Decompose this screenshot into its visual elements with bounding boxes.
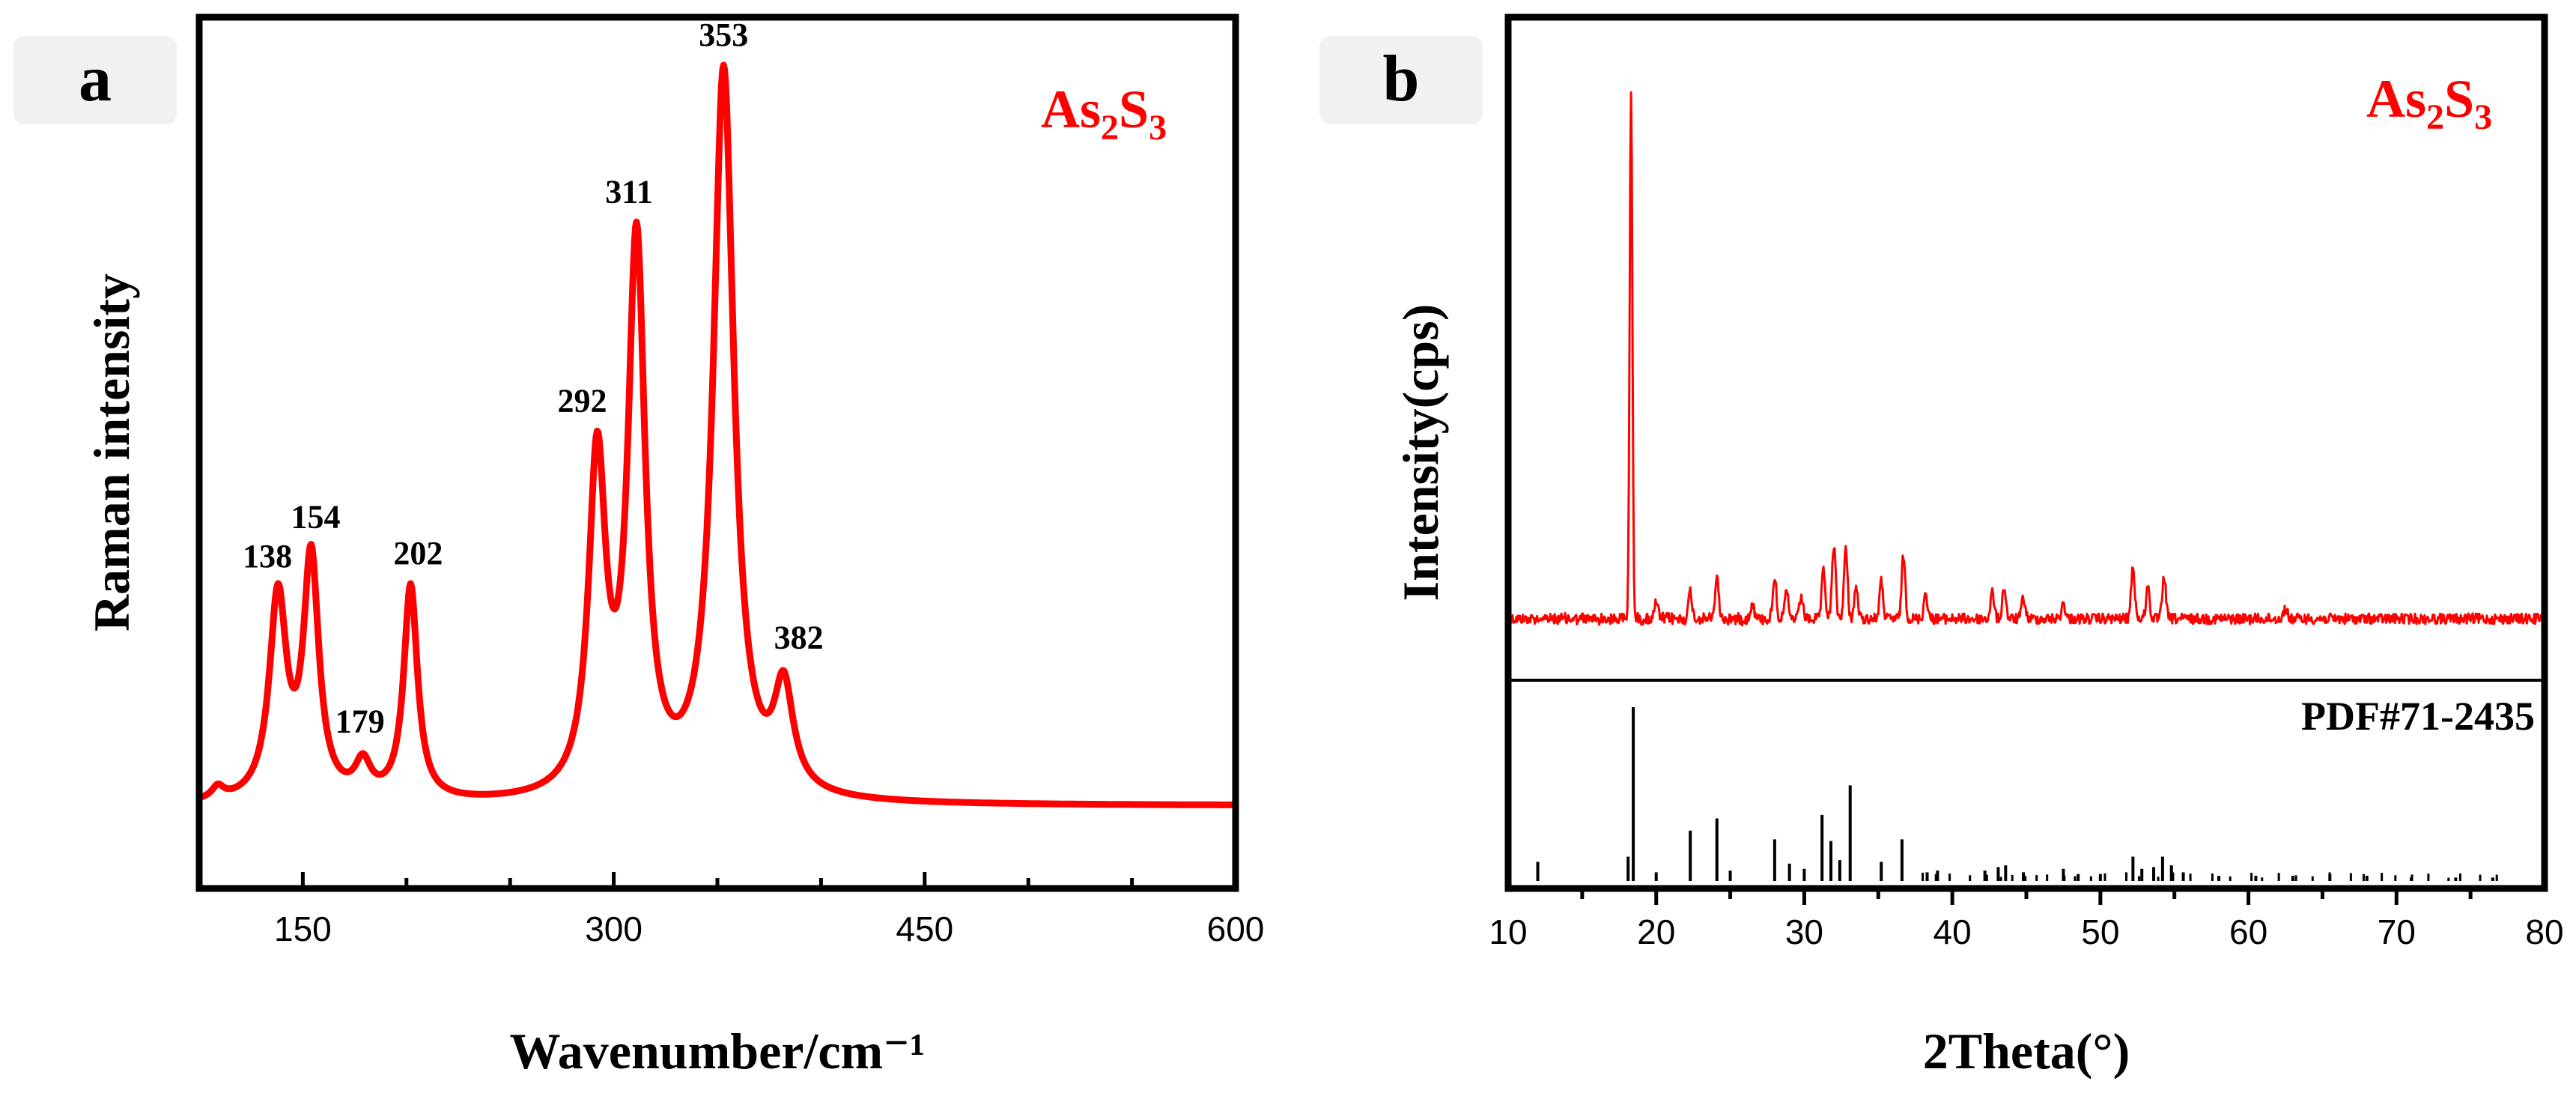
- panel-b-letter: b: [1383, 43, 1420, 115]
- x-tick-label-150: 150: [274, 909, 332, 948]
- x-tick-label-40: 40: [1933, 912, 1972, 951]
- peak-label-292: 292: [557, 382, 607, 419]
- peak-label-311: 311: [605, 173, 653, 210]
- panel-b-compound-label: As2S3: [2366, 69, 2492, 137]
- peak-label-202: 202: [393, 535, 443, 572]
- reference-pattern-label: PDF#71-2435: [2301, 694, 2535, 739]
- peak-label-179: 179: [335, 703, 385, 740]
- x-tick-label-300: 300: [585, 909, 643, 948]
- x-tick-label-450: 450: [896, 909, 953, 948]
- peak-label-154: 154: [291, 499, 340, 536]
- x-tick-label-30: 30: [1785, 912, 1823, 951]
- panel-a-x-axis-label: Wavenumber/cm⁻¹: [510, 1023, 926, 1080]
- panel-a-y-axis-label: Raman intensity: [83, 273, 140, 632]
- panel-b-plot-area: 10 20 30 40 50 60 70 80: [1489, 91, 2564, 951]
- xrd-pattern-line: [1507, 91, 2546, 627]
- peak-label-138: 138: [243, 538, 292, 575]
- panel-a-compound-label: As2S3: [1041, 79, 1167, 148]
- peak-label-382: 382: [774, 619, 824, 656]
- panel-a-tag: [13, 36, 177, 124]
- panel-b: b 10 20 30 40 50 60 70 80 As2S3 PDF#71-2435 2Th…: [1319, 13, 2564, 1080]
- panel-a-letter: a: [79, 43, 112, 115]
- panel-b-tag: [1319, 36, 1483, 124]
- peak-label-353: 353: [699, 16, 748, 53]
- panel-b-x-axis-label: 2Theta(°): [1923, 1023, 2130, 1080]
- panel-b-y-axis-label: Intensity(cps): [1392, 304, 1449, 602]
- panel-b-frame: [1504, 13, 2548, 892]
- x-tick-label-20: 20: [1637, 912, 1675, 951]
- x-tick-label-10: 10: [1489, 912, 1527, 951]
- x-tick-label-600: 600: [1207, 909, 1265, 948]
- x-tick-label-50: 50: [2081, 912, 2119, 951]
- x-tick-label-70: 70: [2378, 912, 2416, 951]
- x-tick-label-60: 60: [2229, 912, 2267, 951]
- raman-spectrum-line: [196, 61, 1239, 808]
- x-tick-label-80: 80: [2525, 912, 2563, 951]
- panel-a-frame: [195, 13, 1239, 892]
